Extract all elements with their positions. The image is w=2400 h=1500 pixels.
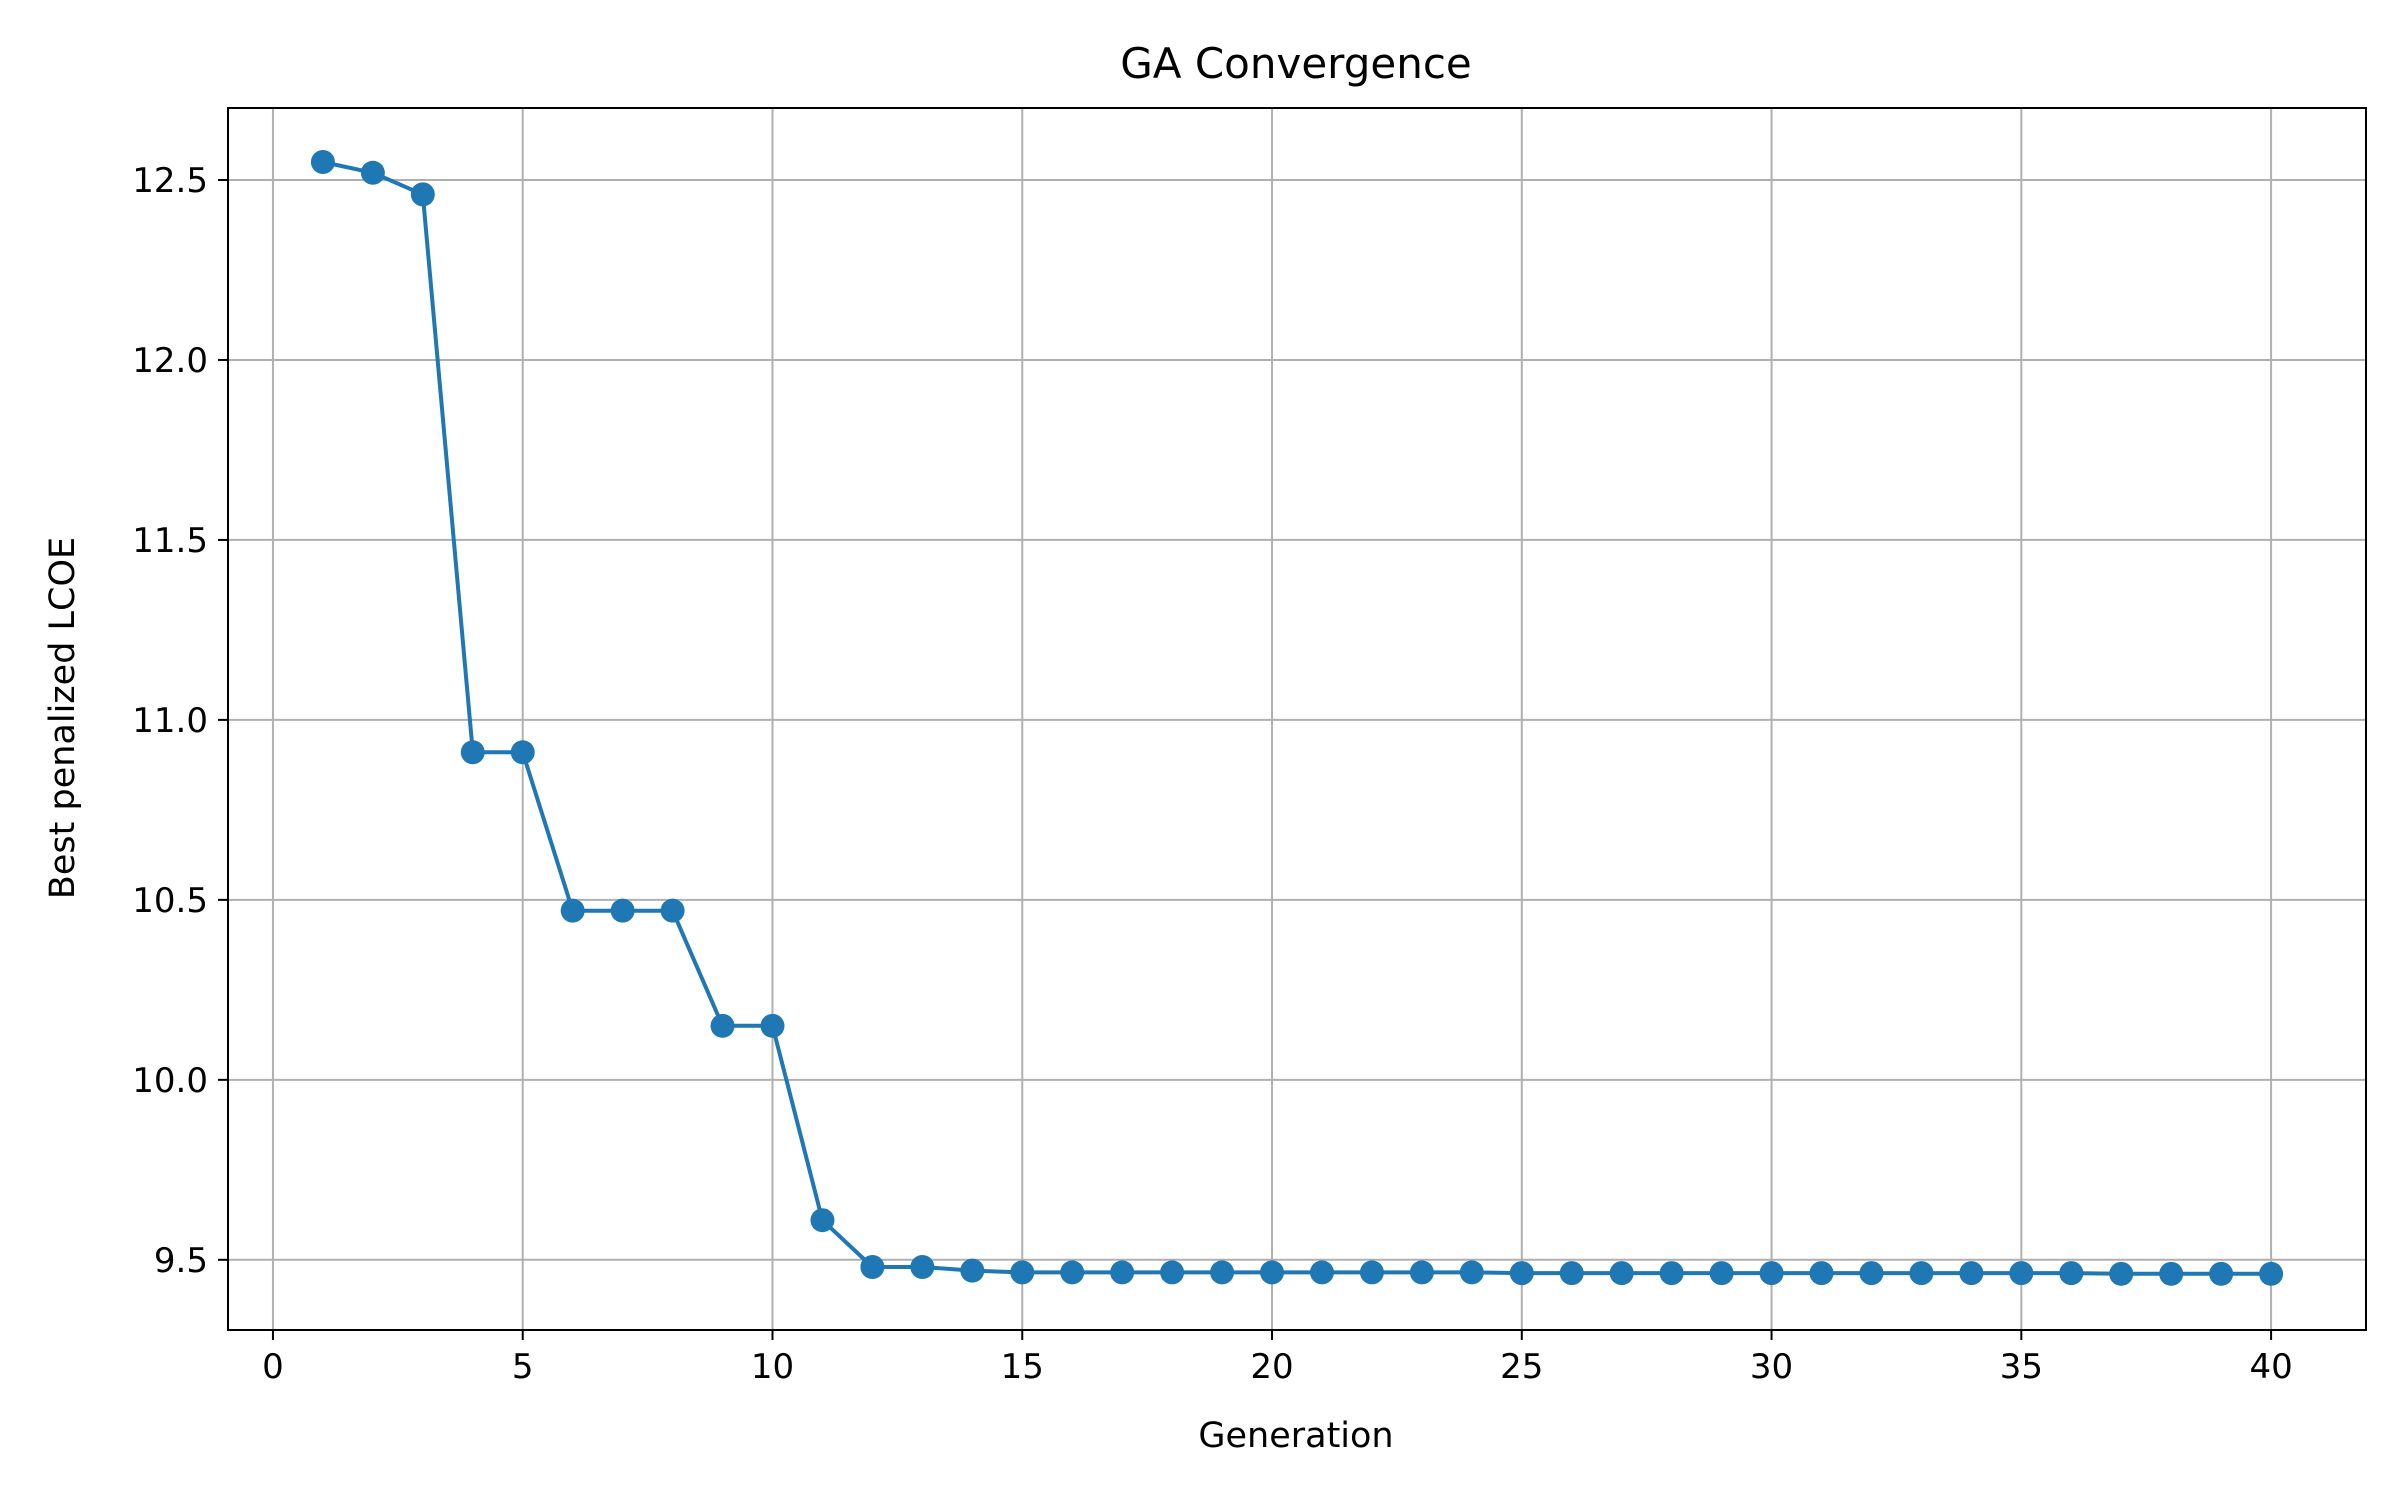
x-axis-label: Generation — [1198, 1416, 1393, 1456]
y-tick-label: 10.5 — [132, 881, 208, 921]
data-point — [1759, 1261, 1784, 1286]
data-point — [1010, 1260, 1035, 1285]
x-tick-label: 25 — [1500, 1347, 1543, 1387]
x-tick-label: 35 — [2000, 1347, 2043, 1387]
data-point — [1609, 1261, 1634, 1286]
data-point — [1909, 1261, 1934, 1286]
data-point — [1309, 1260, 1334, 1285]
data-point — [710, 1013, 735, 1038]
data-point — [360, 160, 385, 185]
y-tick-label: 10.0 — [132, 1061, 208, 1101]
data-point — [810, 1208, 835, 1233]
data-point — [310, 149, 335, 174]
grid — [228, 108, 2366, 1330]
data-point — [910, 1255, 935, 1280]
series-line — [322, 160, 2272, 1276]
data-point — [1859, 1261, 1884, 1286]
y-tick-label: 12.0 — [132, 341, 208, 381]
data-point — [1359, 1260, 1384, 1285]
y-tick-label: 9.5 — [154, 1241, 208, 1281]
data-point — [2009, 1261, 2034, 1286]
x-tick-label: 0 — [262, 1347, 284, 1387]
data-point — [1709, 1261, 1734, 1286]
data-point — [2259, 1261, 2284, 1286]
x-tick-label: 20 — [1250, 1347, 1293, 1387]
y-tick-label: 11.0 — [132, 701, 208, 741]
data-point — [2159, 1261, 2184, 1286]
x-tick-label: 10 — [751, 1347, 794, 1387]
data-point — [1509, 1261, 1534, 1286]
data-point — [2209, 1261, 2234, 1286]
y-axis-ticks: 9.5 10.0 10.5 11.0 11.5 12.0 12.5 — [132, 161, 228, 1281]
data-point — [510, 740, 535, 765]
x-axis-ticks: 0 5 10 15 20 25 30 35 40 — [262, 1330, 2293, 1387]
x-tick-label: 5 — [512, 1347, 534, 1387]
data-point — [410, 182, 435, 207]
y-tick-label: 11.5 — [132, 521, 208, 561]
x-tick-label: 40 — [2249, 1347, 2292, 1387]
y-axis-label: Best penalized LCOE — [43, 537, 83, 899]
data-point — [1260, 1260, 1285, 1285]
data-point — [1959, 1261, 1984, 1286]
data-point — [860, 1255, 885, 1280]
data-point — [1060, 1260, 1085, 1285]
data-point — [2059, 1261, 2084, 1286]
x-tick-label: 30 — [1750, 1347, 1793, 1387]
data-point — [1409, 1260, 1434, 1285]
data-point — [1210, 1260, 1235, 1285]
data-point — [460, 740, 485, 765]
data-point — [1559, 1261, 1584, 1286]
data-point — [610, 898, 635, 923]
data-point — [660, 898, 685, 923]
series — [310, 149, 2284, 1286]
data-point — [560, 898, 585, 923]
data-point — [760, 1013, 785, 1038]
data-point — [1160, 1260, 1185, 1285]
data-point — [1110, 1260, 1135, 1285]
data-point — [2109, 1261, 2134, 1286]
data-point — [1659, 1261, 1684, 1286]
data-point — [1459, 1260, 1484, 1285]
x-tick-label: 15 — [1001, 1347, 1044, 1387]
y-tick-label: 12.5 — [132, 161, 208, 201]
data-point — [1809, 1261, 1834, 1286]
chart-title: GA Convergence — [1120, 39, 1472, 88]
data-point — [960, 1258, 985, 1283]
